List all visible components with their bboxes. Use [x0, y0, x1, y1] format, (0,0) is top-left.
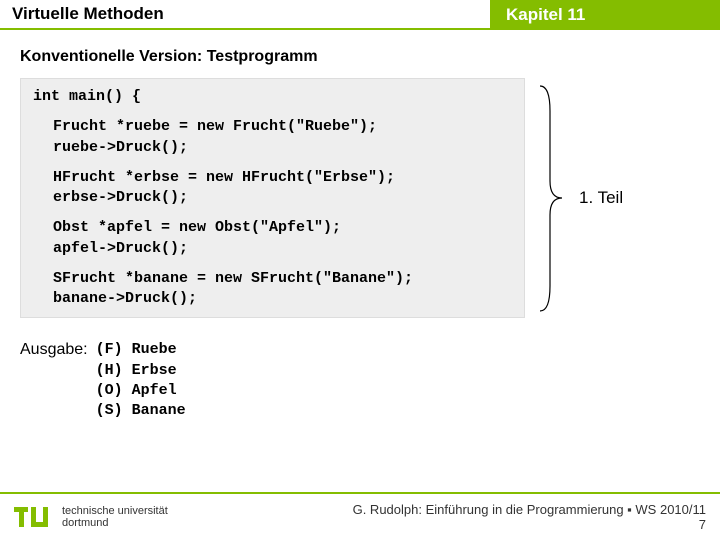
- code-group-1: HFrucht *erbse = new HFrucht("Erbse"); e…: [33, 168, 512, 209]
- code-line: banane->Druck();: [53, 289, 512, 309]
- code-line: Obst *apfel = new Obst("Apfel");: [53, 218, 512, 238]
- header-title-right: Kapitel 11: [490, 0, 720, 30]
- uni-line1: technische universität: [62, 505, 168, 517]
- code-group-3: SFrucht *banane = new SFrucht("Banane");…: [33, 269, 512, 310]
- annotation-label: 1. Teil: [579, 188, 623, 208]
- code-line: Frucht *ruebe = new Frucht("Ruebe");: [53, 117, 512, 137]
- output-line: (O) Apfel: [96, 381, 186, 401]
- code-line: apfel->Druck();: [53, 239, 512, 259]
- code-row: int main() { Frucht *ruebe = new Frucht(…: [20, 78, 700, 318]
- tu-logo-icon: [14, 505, 54, 529]
- output-line: (H) Erbse: [96, 361, 186, 381]
- code-group-2: Obst *apfel = new Obst("Apfel"); apfel->…: [33, 218, 512, 259]
- output-label: Ausgabe:: [20, 340, 88, 421]
- brace-column: [525, 81, 575, 316]
- footer-credit: G. Rudolph: Einführung in die Programmie…: [353, 502, 706, 517]
- slide-footer: technische universität dortmund G. Rudol…: [0, 492, 720, 540]
- code-group-0: Frucht *ruebe = new Frucht("Ruebe"); rue…: [33, 117, 512, 158]
- page-number: 7: [353, 517, 706, 532]
- section-subtitle: Konventionelle Version: Testprogramm: [20, 48, 700, 66]
- output-lines: (F) Ruebe (H) Erbse (O) Apfel (S) Banane: [96, 340, 186, 421]
- uni-line2: dortmund: [62, 517, 168, 529]
- university-logo: technische universität dortmund: [14, 505, 168, 529]
- output-row: Ausgabe: (F) Ruebe (H) Erbse (O) Apfel (…: [20, 340, 700, 421]
- footer-credit-block: G. Rudolph: Einführung in die Programmie…: [353, 502, 706, 532]
- code-line: HFrucht *erbse = new HFrucht("Erbse");: [53, 168, 512, 188]
- curly-brace-icon: [530, 81, 570, 316]
- code-line: ruebe->Druck();: [53, 138, 512, 158]
- output-line: (F) Ruebe: [96, 340, 186, 360]
- code-line: SFrucht *banane = new SFrucht("Banane");: [53, 269, 512, 289]
- header-title-left: Virtuelle Methoden: [0, 0, 490, 30]
- slide-header: Virtuelle Methoden Kapitel 11: [0, 0, 720, 30]
- code-line-open: int main() {: [33, 87, 512, 107]
- code-line: erbse->Druck();: [53, 188, 512, 208]
- code-block: int main() { Frucht *ruebe = new Frucht(…: [20, 78, 525, 318]
- output-line: (S) Banane: [96, 401, 186, 421]
- university-name: technische universität dortmund: [62, 505, 168, 529]
- slide-content: Konventionelle Version: Testprogramm int…: [0, 30, 720, 421]
